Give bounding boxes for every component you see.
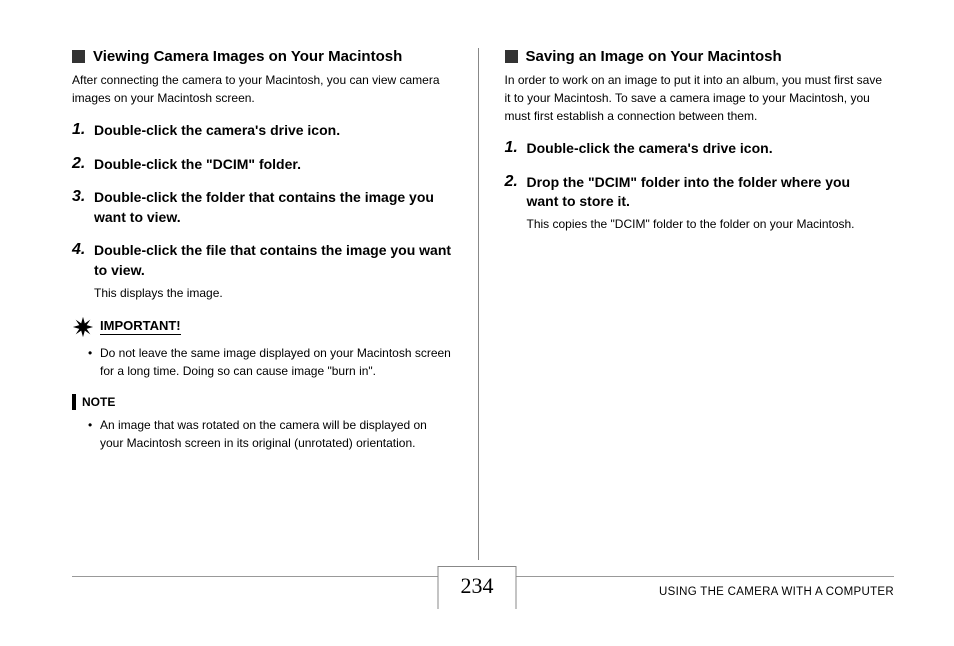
note-label: NOTE xyxy=(82,395,115,409)
section-title: Saving an Image on Your Macintosh xyxy=(526,48,782,65)
note-bar-icon xyxy=(72,394,76,410)
step-number: 3. xyxy=(72,188,94,227)
step-number: 1. xyxy=(505,139,527,159)
section-heading-right: Saving an Image on Your Macintosh xyxy=(505,48,885,65)
step-2: 2. Drop the "DCIM" folder into the folde… xyxy=(505,173,885,233)
step-number: 1. xyxy=(72,121,94,141)
right-column: Saving an Image on Your Macintosh In ord… xyxy=(485,48,895,560)
step-2: 2. Double-click the "DCIM" folder. xyxy=(72,155,452,175)
left-column: Viewing Camera Images on Your Macintosh … xyxy=(72,48,472,560)
important-heading: IMPORTANT! xyxy=(72,316,452,338)
step-body: Drop the "DCIM" folder into the folder w… xyxy=(527,173,885,233)
page-number: 234 xyxy=(438,566,517,609)
step-body: Double-click the folder that contains th… xyxy=(94,188,452,227)
page-footer: 234 USING THE CAMERA WITH A COMPUTER xyxy=(0,576,954,626)
step-body: Double-click the camera's drive icon. xyxy=(527,139,885,159)
intro-text: After connecting the camera to your Maci… xyxy=(72,71,452,107)
step-title: Drop the "DCIM" folder into the folder w… xyxy=(527,173,885,212)
square-bullet-icon xyxy=(72,50,85,63)
step-body: Double-click the file that contains the … xyxy=(94,241,452,301)
page-content: Viewing Camera Images on Your Macintosh … xyxy=(0,0,954,560)
step-3: 3. Double-click the folder that contains… xyxy=(72,188,452,227)
column-divider xyxy=(478,48,479,560)
step-number: 2. xyxy=(505,173,527,233)
step-1: 1. Double-click the camera's drive icon. xyxy=(72,121,452,141)
important-text: Do not leave the same image displayed on… xyxy=(72,344,452,380)
step-subtext: This displays the image. xyxy=(94,284,452,302)
step-body: Double-click the "DCIM" folder. xyxy=(94,155,452,175)
note-text: An image that was rotated on the camera … xyxy=(72,416,452,452)
step-title: Double-click the "DCIM" folder. xyxy=(94,155,452,175)
step-body: Double-click the camera's drive icon. xyxy=(94,121,452,141)
note-heading: NOTE xyxy=(72,394,452,410)
step-1: 1. Double-click the camera's drive icon. xyxy=(505,139,885,159)
important-label: IMPORTANT! xyxy=(100,318,181,335)
footer-section-label: USING THE CAMERA WITH A COMPUTER xyxy=(659,586,894,598)
step-title: Double-click the camera's drive icon. xyxy=(527,139,885,159)
starburst-icon xyxy=(72,316,94,338)
step-number: 4. xyxy=(72,241,94,301)
step-title: Double-click the file that contains the … xyxy=(94,241,452,280)
intro-text: In order to work on an image to put it i… xyxy=(505,71,885,125)
square-bullet-icon xyxy=(505,50,518,63)
step-title: Double-click the camera's drive icon. xyxy=(94,121,452,141)
step-title: Double-click the folder that contains th… xyxy=(94,188,452,227)
step-subtext: This copies the "DCIM" folder to the fol… xyxy=(527,215,885,233)
section-heading-left: Viewing Camera Images on Your Macintosh xyxy=(72,48,452,65)
step-number: 2. xyxy=(72,155,94,175)
step-4: 4. Double-click the file that contains t… xyxy=(72,241,452,301)
section-title: Viewing Camera Images on Your Macintosh xyxy=(93,48,402,65)
